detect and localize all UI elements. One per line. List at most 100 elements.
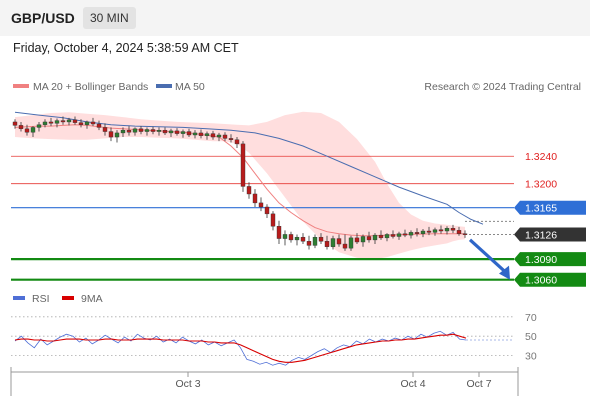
candle-body <box>462 233 468 235</box>
candle <box>24 124 30 136</box>
candle-body <box>444 228 450 232</box>
rsi-lines <box>14 330 514 366</box>
support-tag <box>514 272 586 287</box>
candle <box>96 120 102 131</box>
candle-body <box>90 121 96 125</box>
candle-body <box>102 127 108 132</box>
candle-body <box>288 234 294 241</box>
candle-body <box>144 129 150 132</box>
candle <box>168 128 174 138</box>
candle <box>54 118 60 128</box>
candle <box>30 126 36 138</box>
candle-body <box>402 233 408 236</box>
candle-body <box>270 213 276 227</box>
ma20-legend-swatch <box>13 84 29 88</box>
forecast-arrow-shaft <box>468 238 506 272</box>
candle-body <box>438 229 444 232</box>
candle <box>378 230 384 240</box>
candle-body <box>300 236 306 242</box>
candle-body <box>138 128 144 132</box>
candle <box>36 121 42 132</box>
candle <box>102 123 108 136</box>
candle <box>186 128 192 138</box>
candle-body <box>210 133 216 138</box>
x-tick-label: Oct 4 <box>400 378 425 390</box>
candle <box>414 228 420 237</box>
candle <box>156 127 162 136</box>
candle <box>462 230 468 238</box>
candle-body <box>84 121 90 125</box>
candle-body <box>294 236 300 241</box>
candle <box>318 233 324 245</box>
candle-body <box>432 229 438 233</box>
candle <box>48 117 54 127</box>
candle <box>372 233 378 245</box>
candle <box>84 120 90 129</box>
candle <box>282 230 288 246</box>
candle-body <box>258 202 264 208</box>
level-tags: 1.3240 1.3200 1.3165 1.3126 1.3090 1.3060 <box>514 151 586 287</box>
candle <box>354 233 360 245</box>
candle <box>240 141 246 192</box>
candle <box>150 126 156 135</box>
candle <box>294 234 300 246</box>
candle <box>444 226 450 235</box>
candle <box>90 117 96 127</box>
support-label: 1.3060 <box>525 275 557 287</box>
candle <box>132 127 138 136</box>
candle-body <box>216 134 222 138</box>
candle <box>306 235 312 250</box>
candle <box>66 117 72 126</box>
current-price-tag <box>514 227 586 242</box>
candle-body <box>48 121 54 124</box>
candle-body <box>198 132 204 136</box>
rsi-legend-swatch <box>13 296 25 300</box>
candle-body <box>264 206 270 215</box>
candle <box>198 129 204 139</box>
candlesticks <box>12 116 468 251</box>
ma9-legend-label: 9MA <box>81 293 103 305</box>
candle <box>438 225 444 234</box>
candle-body <box>240 143 246 187</box>
candle-body <box>312 236 318 246</box>
support-tag <box>514 252 586 267</box>
candle-body <box>204 133 210 136</box>
candle-body <box>114 132 120 138</box>
candle-body <box>408 232 414 236</box>
candle-body <box>354 237 360 243</box>
support-label: 1.3090 <box>525 254 557 266</box>
resistance-label: 1.3200 <box>525 179 557 191</box>
candle <box>330 235 336 250</box>
candle-body <box>54 120 60 124</box>
candle-body <box>366 236 372 241</box>
candle-body <box>234 139 240 145</box>
candle <box>390 230 396 239</box>
rsi-tick-label: 50 <box>525 331 537 343</box>
candle-body <box>384 234 390 239</box>
candle <box>342 234 348 251</box>
timeframe-badge[interactable]: 30 MIN <box>83 7 136 29</box>
candle-body <box>372 234 378 241</box>
candle <box>18 121 24 132</box>
candle <box>276 220 282 245</box>
candle-body <box>180 131 186 134</box>
candle <box>252 189 258 208</box>
candle <box>432 227 438 236</box>
candle <box>192 130 198 139</box>
candle <box>426 226 432 236</box>
candle <box>108 127 114 142</box>
resistance-label: 1.3240 <box>525 151 557 163</box>
x-tick-label: Oct 3 <box>175 378 200 390</box>
candle-body <box>174 130 180 134</box>
candle-body <box>378 234 384 239</box>
candle-body <box>126 129 132 133</box>
candle <box>120 127 126 138</box>
candle <box>174 128 180 136</box>
candle-body <box>60 120 66 123</box>
candle <box>204 131 210 140</box>
candle <box>288 231 294 243</box>
candle-body <box>252 193 258 204</box>
candle-body <box>222 134 228 139</box>
candle-body <box>276 226 282 239</box>
candle-body <box>318 236 324 242</box>
